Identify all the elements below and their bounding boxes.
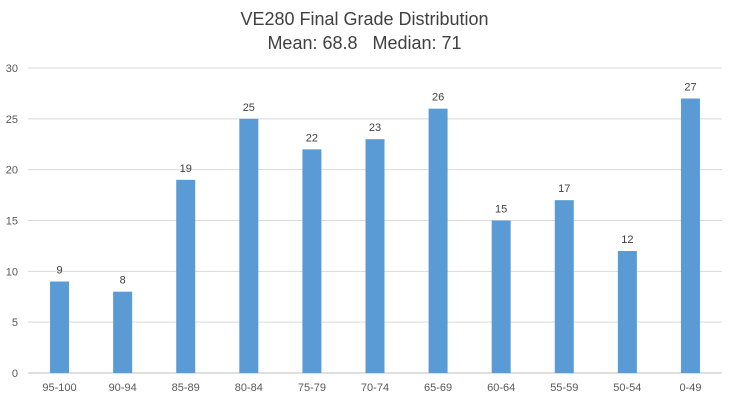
y-tick-label: 0 <box>12 368 18 380</box>
bar <box>365 139 385 373</box>
chart-title: VE280 Final Grade Distribution <box>240 9 489 29</box>
x-tick-label: 60-64 <box>487 382 515 394</box>
bar <box>617 251 637 373</box>
bar <box>302 149 322 373</box>
chart-subtitle: Mean: 68.8 Median: 71 <box>267 33 462 53</box>
data-label: 25 <box>243 102 255 114</box>
data-label: 12 <box>621 234 633 246</box>
data-label: 27 <box>684 82 696 94</box>
x-tick-label: 70-74 <box>361 382 389 394</box>
x-tick-label: 55-59 <box>550 382 578 394</box>
x-tick-label: 85-89 <box>172 382 200 394</box>
bar <box>50 281 70 373</box>
data-label: 8 <box>120 275 126 287</box>
data-label: 23 <box>369 122 381 134</box>
bar <box>176 179 196 373</box>
x-tick-label: 50-54 <box>613 382 641 394</box>
x-tick-label: 75-79 <box>298 382 326 394</box>
bar <box>239 118 259 373</box>
bar <box>680 98 700 373</box>
y-tick-label: 25 <box>6 114 18 126</box>
data-label: 19 <box>180 163 192 175</box>
y-tick-label: 5 <box>12 317 18 329</box>
data-label: 15 <box>495 204 507 216</box>
bar <box>113 291 133 373</box>
bar <box>428 108 448 374</box>
y-tick-label: 30 <box>6 63 18 75</box>
x-tick-label: 0-49 <box>679 382 701 394</box>
x-tick-label: 80-84 <box>235 382 263 394</box>
bar <box>491 220 511 373</box>
data-label: 22 <box>306 132 318 144</box>
data-label: 26 <box>432 92 444 104</box>
x-tick-label: 95-100 <box>42 382 76 394</box>
bar <box>554 200 574 373</box>
x-tick-label: 90-94 <box>109 382 137 394</box>
data-label: 17 <box>558 183 570 195</box>
y-tick-label: 15 <box>6 216 18 228</box>
x-tick-label: 65-69 <box>424 382 452 394</box>
y-tick-label: 20 <box>6 165 18 177</box>
data-label: 9 <box>56 265 62 277</box>
y-tick-label: 10 <box>6 266 18 278</box>
